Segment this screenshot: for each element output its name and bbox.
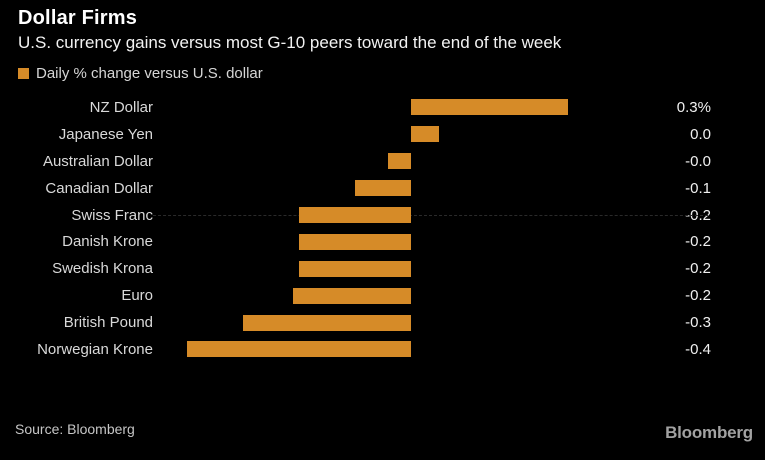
chart-row: Euro -0.2 (0, 282, 765, 309)
bar (298, 207, 411, 223)
bar (388, 153, 411, 170)
category-label: NZ Dollar (89, 98, 153, 116)
category-label: Danish Krone (62, 233, 153, 251)
legend-swatch-icon (18, 68, 29, 79)
bar (298, 260, 411, 277)
value-label: 0.3% (676, 98, 711, 116)
legend: Daily % change versus U.S. dollar (18, 65, 765, 82)
chart-row: Australian Dollar -0.0 (0, 148, 765, 175)
bar-track (153, 309, 663, 336)
source-text: Source: Bloomberg (15, 421, 135, 437)
chart-row: Norwegian Krone -0.4 (0, 336, 765, 363)
value-label: -0.2 (685, 233, 711, 251)
bar-track (153, 228, 663, 255)
chart-row: Danish Krone -0.2 (0, 228, 765, 255)
bar-track (153, 202, 708, 229)
value-label: -0.3 (685, 314, 711, 332)
bar (293, 287, 411, 304)
category-label: Swiss Franc (71, 206, 153, 224)
category-label: Japanese Yen (58, 125, 153, 143)
bar (242, 314, 411, 331)
category-label: Norwegian Krone (37, 340, 153, 358)
bar-track (153, 175, 663, 202)
bar-track (153, 148, 663, 175)
value-label: -0.2 (685, 260, 711, 278)
bloomberg-logo: Bloomberg (665, 423, 753, 442)
category-label: Swedish Krona (52, 260, 153, 278)
bar-track (153, 255, 663, 282)
chart-row: Swiss Franc -0.2 (0, 202, 765, 229)
chart-row: British Pound -0.3 (0, 309, 765, 336)
value-label: -0.4 (685, 340, 711, 358)
bar (410, 99, 568, 116)
bar-track (153, 94, 663, 121)
chart-row: Swedish Krona -0.2 (0, 255, 765, 282)
chart-title: Dollar Firms (18, 7, 138, 29)
bar-track (153, 121, 663, 148)
legend-label: Daily % change versus U.S. dollar (36, 65, 263, 82)
chart-row: Japanese Yen 0.0 (0, 121, 765, 148)
bar-track (153, 282, 663, 309)
category-label: British Pound (63, 314, 153, 332)
category-label: Euro (121, 287, 153, 305)
bar-chart: NZ Dollar 0.3% Japanese Yen 0.0 Australian D… (0, 94, 765, 363)
footer: Source: Bloomberg Bloomberg (0, 421, 765, 443)
category-label: Canadian Dollar (45, 179, 153, 197)
bar (298, 233, 411, 250)
value-label: -0.2 (685, 287, 711, 305)
bar (354, 180, 411, 197)
value-label: 0.0 (690, 125, 711, 143)
chart-subtitle: U.S. currency gains versus most G-10 pee… (18, 33, 562, 52)
bar-track (153, 336, 663, 363)
bar (410, 126, 439, 143)
category-label: Australian Dollar (42, 152, 153, 170)
chart-row: NZ Dollar 0.3% (0, 94, 765, 121)
value-label: -0.1 (685, 179, 711, 197)
value-label: -0.0 (685, 152, 711, 170)
chart-row: Canadian Dollar -0.1 (0, 175, 765, 202)
bar (186, 341, 411, 358)
